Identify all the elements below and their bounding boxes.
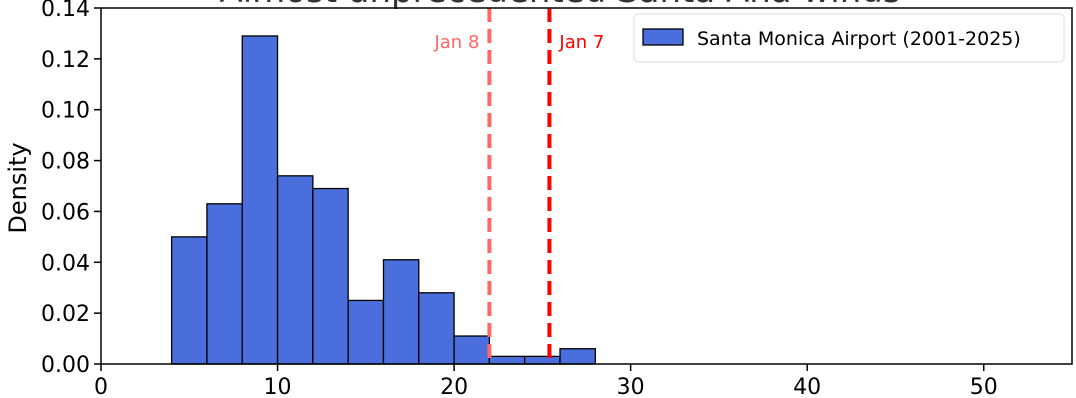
y-axis-label: Density	[4, 142, 32, 233]
y-tick-label: 0.14	[41, 0, 90, 22]
histogram-bar	[559, 348, 596, 365]
x-tick-label: 40	[793, 375, 821, 398]
y-tick-label: 0.00	[41, 353, 90, 378]
histogram-bar	[418, 292, 455, 365]
y-tick-label: 0.10	[41, 99, 90, 124]
y-tick-label: 0.02	[41, 302, 90, 327]
y-tick-label: 0.04	[41, 251, 90, 276]
axes-frame	[100, 7, 1073, 365]
histogram-bar	[312, 187, 349, 365]
histogram-bar	[347, 299, 385, 365]
annotation-lines: Jan 8 Jan 7	[433, 8, 604, 364]
x-tick-label: 20	[440, 375, 468, 398]
y-axis-ticks: 0.00 0.02 0.04 0.06 0.08 0.10 0.12 0.14	[41, 0, 101, 378]
histogram-bar	[453, 335, 491, 365]
annotation-label: Jan 7	[558, 32, 604, 53]
x-tick-label: 30	[617, 375, 645, 398]
histogram-bar	[170, 236, 208, 365]
x-axis-ticks: 0 10 20 30 40 50	[94, 364, 998, 398]
legend-label: Santa Monica Airport (2001-2025)	[697, 28, 1021, 50]
legend-box	[633, 13, 1065, 63]
y-tick-label: 0.06	[41, 200, 90, 225]
x-tick-label: 0	[94, 375, 108, 398]
annotation-label: Jan 8	[433, 32, 479, 53]
x-tick-label: 10	[264, 375, 292, 398]
histogram-bar	[524, 355, 561, 365]
x-tick-label: 50	[970, 375, 998, 398]
histogram-bar	[382, 259, 420, 365]
histogram-bars	[170, 35, 596, 365]
histogram-bar	[206, 203, 243, 365]
histogram-bar	[488, 355, 526, 365]
histogram-bar	[276, 175, 314, 365]
legend-swatch	[642, 28, 684, 46]
y-tick-label: 0.12	[41, 48, 90, 73]
chart-title: Almost unprecedented Santa Ana winds	[219, 0, 900, 11]
legend: Santa Monica Airport (2001-2025)	[633, 13, 1065, 63]
histogram-bar	[241, 35, 279, 365]
y-tick-label: 0.08	[41, 150, 90, 175]
